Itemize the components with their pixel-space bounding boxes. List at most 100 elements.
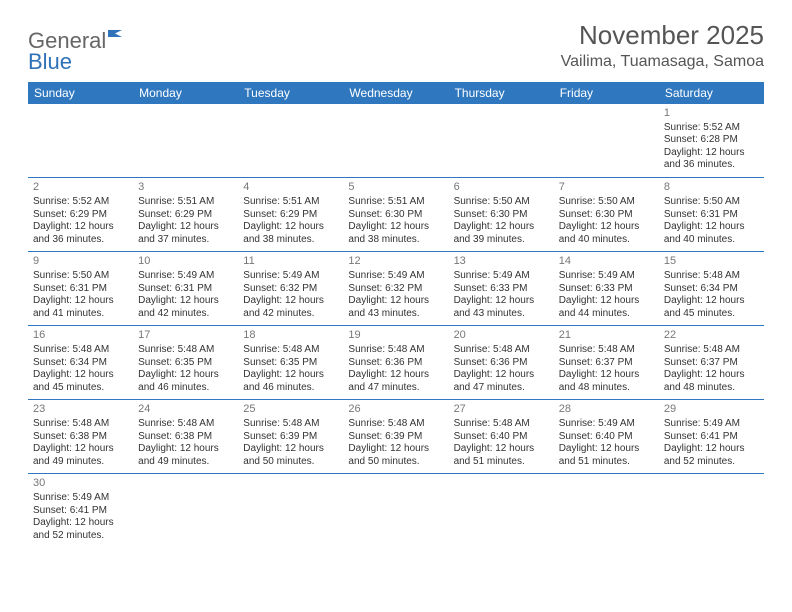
sunrise: Sunrise: 5:49 AM [243,270,338,283]
calendar-cell: 25Sunrise: 5:48 AMSunset: 6:39 PMDayligh… [238,400,343,474]
calendar-cell: 21Sunrise: 5:48 AMSunset: 6:37 PMDayligh… [554,326,659,400]
daylight: Daylight: 12 hours and 47 minutes. [454,369,549,394]
calendar-cell: 18Sunrise: 5:48 AMSunset: 6:35 PMDayligh… [238,326,343,400]
day-number: 17 [138,329,233,343]
day-number: 23 [33,403,128,417]
sunset: Sunset: 6:38 PM [33,431,128,444]
daylight: Daylight: 12 hours and 43 minutes. [454,295,549,320]
calendar-cell: 3Sunrise: 5:51 AMSunset: 6:29 PMDaylight… [133,178,238,252]
daylight: Daylight: 12 hours and 40 minutes. [559,221,654,246]
sunrise: Sunrise: 5:48 AM [33,344,128,357]
calendar-cell [238,474,343,548]
calendar-week: 9Sunrise: 5:50 AMSunset: 6:31 PMDaylight… [28,252,764,326]
calendar-cell: 2Sunrise: 5:52 AMSunset: 6:29 PMDaylight… [28,178,133,252]
calendar-cell: 15Sunrise: 5:48 AMSunset: 6:34 PMDayligh… [659,252,764,326]
title-block: November 2025 Vailima, Tuamasaga, Samoa [561,20,764,71]
calendar-cell: 24Sunrise: 5:48 AMSunset: 6:38 PMDayligh… [133,400,238,474]
sunset: Sunset: 6:30 PM [454,209,549,222]
sunset: Sunset: 6:40 PM [454,431,549,444]
sunset: Sunset: 6:28 PM [664,134,759,147]
daylight: Daylight: 12 hours and 52 minutes. [664,443,759,468]
calendar-cell [343,474,448,548]
day-number: 24 [138,403,233,417]
calendar-table: SundayMondayTuesdayWednesdayThursdayFrid… [28,82,764,548]
daylight: Daylight: 12 hours and 48 minutes. [559,369,654,394]
sunset: Sunset: 6:38 PM [138,431,233,444]
calendar-cell: 14Sunrise: 5:49 AMSunset: 6:33 PMDayligh… [554,252,659,326]
daylight: Daylight: 12 hours and 46 minutes. [243,369,338,394]
brand-logo: GeneralBlue [28,20,123,72]
calendar-cell [449,474,554,548]
calendar-cell: 4Sunrise: 5:51 AMSunset: 6:29 PMDaylight… [238,178,343,252]
sunset: Sunset: 6:31 PM [33,283,128,296]
calendar-cell [554,474,659,548]
sunset: Sunset: 6:30 PM [348,209,443,222]
calendar-cell: 17Sunrise: 5:48 AMSunset: 6:35 PMDayligh… [133,326,238,400]
sunset: Sunset: 6:36 PM [454,357,549,370]
calendar-cell: 23Sunrise: 5:48 AMSunset: 6:38 PMDayligh… [28,400,133,474]
calendar-cell: 20Sunrise: 5:48 AMSunset: 6:36 PMDayligh… [449,326,554,400]
daylight: Daylight: 12 hours and 50 minutes. [243,443,338,468]
day-header: Sunday [28,82,133,104]
day-number: 16 [33,329,128,343]
sunset: Sunset: 6:29 PM [33,209,128,222]
calendar-week: 30Sunrise: 5:49 AMSunset: 6:41 PMDayligh… [28,474,764,548]
calendar-cell [133,474,238,548]
day-number: 21 [559,329,654,343]
day-number: 26 [348,403,443,417]
day-header: Monday [133,82,238,104]
sunrise: Sunrise: 5:52 AM [664,122,759,135]
page-title: November 2025 [561,20,764,51]
calendar-cell: 6Sunrise: 5:50 AMSunset: 6:30 PMDaylight… [449,178,554,252]
sunrise: Sunrise: 5:49 AM [454,270,549,283]
day-number: 14 [559,255,654,269]
sunrise: Sunrise: 5:48 AM [138,344,233,357]
daylight: Daylight: 12 hours and 42 minutes. [243,295,338,320]
daylight: Daylight: 12 hours and 45 minutes. [33,369,128,394]
daylight: Daylight: 12 hours and 40 minutes. [664,221,759,246]
day-number: 12 [348,255,443,269]
sunset: Sunset: 6:32 PM [348,283,443,296]
sunset: Sunset: 6:29 PM [243,209,338,222]
sunset: Sunset: 6:36 PM [348,357,443,370]
daylight: Daylight: 12 hours and 46 minutes. [138,369,233,394]
sunrise: Sunrise: 5:48 AM [348,344,443,357]
calendar-cell: 16Sunrise: 5:48 AMSunset: 6:34 PMDayligh… [28,326,133,400]
calendar-week: 23Sunrise: 5:48 AMSunset: 6:38 PMDayligh… [28,400,764,474]
calendar-week: 2Sunrise: 5:52 AMSunset: 6:29 PMDaylight… [28,178,764,252]
calendar-cell [28,104,133,178]
sunset: Sunset: 6:35 PM [138,357,233,370]
sunrise: Sunrise: 5:50 AM [454,196,549,209]
sunset: Sunset: 6:41 PM [664,431,759,444]
sunset: Sunset: 6:32 PM [243,283,338,296]
sunrise: Sunrise: 5:51 AM [138,196,233,209]
calendar-cell: 8Sunrise: 5:50 AMSunset: 6:31 PMDaylight… [659,178,764,252]
calendar-cell: 13Sunrise: 5:49 AMSunset: 6:33 PMDayligh… [449,252,554,326]
day-header: Saturday [659,82,764,104]
daylight: Daylight: 12 hours and 49 minutes. [138,443,233,468]
sunrise: Sunrise: 5:48 AM [454,344,549,357]
sunset: Sunset: 6:40 PM [559,431,654,444]
calendar-cell: 29Sunrise: 5:49 AMSunset: 6:41 PMDayligh… [659,400,764,474]
calendar-cell: 5Sunrise: 5:51 AMSunset: 6:30 PMDaylight… [343,178,448,252]
sunrise: Sunrise: 5:49 AM [664,418,759,431]
sunrise: Sunrise: 5:48 AM [454,418,549,431]
page-header: GeneralBlue November 2025 Vailima, Tuama… [28,20,764,72]
day-header: Tuesday [238,82,343,104]
sunset: Sunset: 6:30 PM [559,209,654,222]
sunrise: Sunrise: 5:52 AM [33,196,128,209]
sunrise: Sunrise: 5:48 AM [243,418,338,431]
calendar-cell [238,104,343,178]
day-number: 28 [559,403,654,417]
day-number: 8 [664,181,759,195]
sunrise: Sunrise: 5:48 AM [559,344,654,357]
day-number: 1 [664,107,759,121]
day-number: 10 [138,255,233,269]
location: Vailima, Tuamasaga, Samoa [561,53,764,71]
day-number: 7 [559,181,654,195]
sunrise: Sunrise: 5:49 AM [559,270,654,283]
sunset: Sunset: 6:37 PM [559,357,654,370]
calendar-page: GeneralBlue November 2025 Vailima, Tuama… [0,0,792,558]
calendar-cell: 11Sunrise: 5:49 AMSunset: 6:32 PMDayligh… [238,252,343,326]
calendar-cell: 27Sunrise: 5:48 AMSunset: 6:40 PMDayligh… [449,400,554,474]
